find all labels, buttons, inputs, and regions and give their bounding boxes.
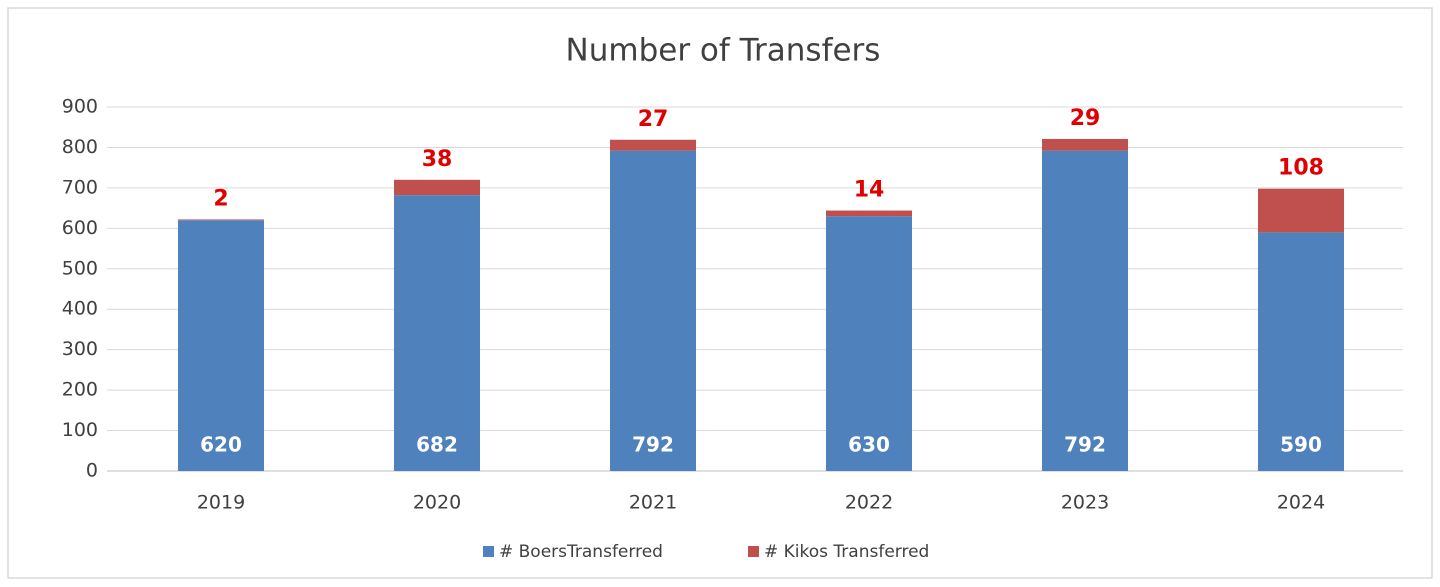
- y-tick-label: 700: [62, 176, 98, 198]
- data-label: 27: [638, 107, 669, 132]
- y-tick-label: 800: [62, 136, 98, 158]
- data-label: 682: [416, 433, 458, 457]
- data-label: 38: [422, 147, 453, 172]
- legend-label: # Kikos Transferred: [764, 542, 929, 562]
- y-tick-label: 600: [62, 217, 98, 239]
- bar-segment: [610, 139, 696, 151]
- bar-segment: [178, 220, 264, 471]
- bar-segment: [1258, 188, 1344, 233]
- y-tick-label: 300: [62, 338, 98, 360]
- bar-segment: [394, 179, 480, 196]
- bar-segment: [610, 150, 696, 471]
- bar-segment: [1042, 138, 1128, 151]
- chart-title: Number of Transfers: [566, 33, 881, 69]
- legend-swatch: [483, 546, 494, 557]
- x-tick-label: 2020: [413, 492, 461, 514]
- data-label: 620: [200, 433, 242, 457]
- data-label: 792: [1064, 433, 1106, 457]
- x-tick-label: 2022: [845, 492, 893, 514]
- legend-swatch: [748, 546, 759, 557]
- legend-label: # BoersTransferred: [499, 542, 663, 562]
- y-tick-label: 200: [62, 379, 98, 401]
- data-label: 590: [1280, 433, 1322, 457]
- x-tick-label: 2021: [629, 492, 677, 514]
- bar-segment: [1258, 232, 1344, 471]
- bar-segment: [394, 195, 480, 471]
- data-label: 29: [1070, 106, 1101, 131]
- data-label: 792: [632, 433, 674, 457]
- y-tick-label: 100: [62, 419, 98, 441]
- y-tick-label: 0: [86, 460, 98, 482]
- y-tick-label: 900: [62, 96, 98, 118]
- data-label: 2: [213, 186, 228, 211]
- data-label: 14: [854, 178, 885, 203]
- data-label: 630: [848, 433, 890, 457]
- data-label: 108: [1278, 156, 1324, 181]
- y-tick-label: 400: [62, 298, 98, 320]
- bar-segment: [178, 219, 264, 221]
- bar-segment: [826, 216, 912, 471]
- bar-segment: [1042, 150, 1128, 471]
- bar-segment: [826, 210, 912, 217]
- x-tick-label: 2024: [1277, 492, 1325, 514]
- y-tick-label: 500: [62, 257, 98, 279]
- x-tick-label: 2023: [1061, 492, 1109, 514]
- x-tick-label: 2019: [197, 492, 245, 514]
